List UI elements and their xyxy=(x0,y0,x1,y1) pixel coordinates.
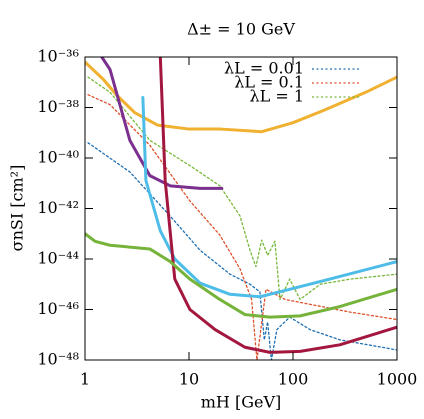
y-tick-label: 10⁻³⁶ xyxy=(37,47,79,66)
series-line xyxy=(85,60,397,134)
y-tick-label: 10⁻⁴⁶ xyxy=(37,299,79,318)
x-tick-label: 1 xyxy=(80,370,90,389)
y-tick-label: 10⁻⁴² xyxy=(37,198,79,217)
series-line xyxy=(87,142,397,360)
legend-label: λL = 0.1 xyxy=(234,73,304,92)
y-tick-label: 10⁻⁴⁴ xyxy=(37,249,79,268)
series-line xyxy=(87,94,397,360)
x-axis-label: mH [GeV] xyxy=(201,393,282,412)
chart-title: Δ± = 10 GeV xyxy=(187,20,295,39)
plot-area xyxy=(85,57,397,360)
series-line xyxy=(141,95,397,299)
plot-frame xyxy=(84,56,398,361)
y-tick-label: 10⁻³⁸ xyxy=(37,97,79,116)
legend-label: λL = 1 xyxy=(249,87,304,106)
x-tick-label: 1000 xyxy=(377,370,418,389)
y-tick-label: 10⁻⁴⁸ xyxy=(37,350,79,369)
x-tick-label: 10 xyxy=(179,370,199,389)
series-line xyxy=(87,76,397,301)
series-line xyxy=(85,232,397,319)
series-line xyxy=(158,57,397,354)
legend-label: λL = 0.01 xyxy=(224,59,304,78)
y-tick-label: 10⁻⁴⁰ xyxy=(37,148,79,167)
y-axis-label: σnSI [cm²] xyxy=(8,165,27,252)
series-line xyxy=(100,57,224,190)
x-tick-label: 100 xyxy=(278,370,309,389)
